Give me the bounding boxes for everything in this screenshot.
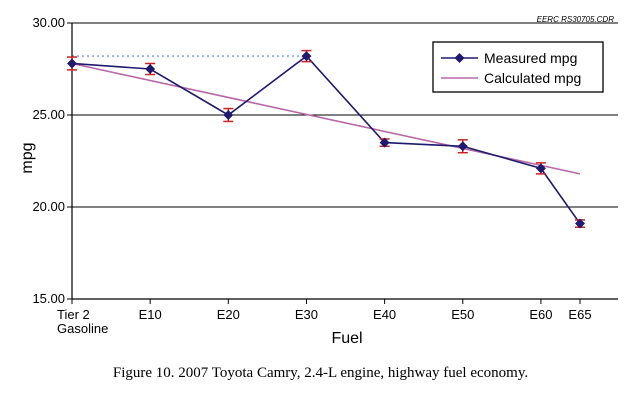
source-code: EERC RS30705.CDR	[537, 15, 615, 24]
measured-point-5	[457, 141, 468, 152]
x-tick-label-0-line-1: Gasoline	[57, 321, 108, 336]
measured-point-4	[379, 137, 390, 148]
measured-point-7	[575, 218, 585, 229]
measured-mpg-line	[71, 55, 581, 225]
measured-point-1	[145, 64, 156, 74]
x-tick-label-7: E65	[568, 307, 591, 322]
measured-point-0	[67, 58, 77, 69]
y-tick-labels: 15.00 20.00 25.00 30.00	[32, 15, 65, 306]
x-tick-label-4: E40	[373, 307, 396, 322]
x-tick-label-0-line-0: Tier 2	[57, 307, 90, 322]
legend-measured-marker	[454, 53, 465, 63]
legend-calculated-label: Calculated mpg	[484, 70, 581, 86]
x-tick-label-1: E10	[139, 307, 162, 322]
grid-lines	[72, 22, 618, 208]
measured-point-6	[535, 163, 546, 174]
x-tick-label-2: E20	[217, 307, 240, 322]
legend: Measured mpg Calculated mpg	[432, 41, 604, 93]
x-tick-label-3: E30	[295, 307, 318, 322]
y-tick-label-1: 20.00	[32, 199, 65, 214]
measured-point-3	[301, 51, 312, 62]
y-tick-label-2: 25.00	[32, 107, 65, 122]
y-tick-label-3: 30.00	[32, 15, 65, 30]
x-axis-title: Fuel	[331, 330, 362, 347]
legend-measured-label: Measured mpg	[484, 50, 577, 66]
x-tick-label-5: E50	[451, 307, 474, 322]
y-tick-label-0: 15.00	[32, 291, 65, 306]
measured-series	[67, 49, 585, 229]
measured-point-2	[223, 110, 234, 120]
y-axis-title: mpg	[19, 142, 36, 173]
figure-caption: Figure 10. 2007 Toyota Camry, 2.4-L engi…	[112, 365, 529, 381]
x-tick-label-6: E60	[529, 307, 552, 322]
legend-box	[432, 41, 604, 93]
